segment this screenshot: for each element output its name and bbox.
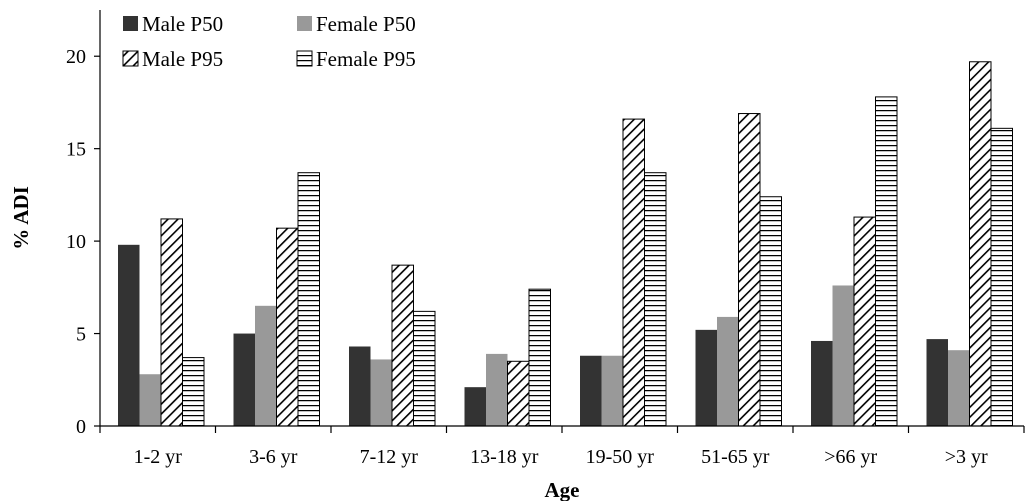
y-tick-label: 20	[66, 46, 86, 68]
bar-male-p50-0	[118, 244, 140, 426]
x-tick-label: 51-65 yr	[701, 446, 770, 468]
bar-female-p95-0	[182, 357, 205, 427]
y-tick-label: 0	[76, 416, 86, 438]
bar-female-p95-2	[413, 310, 436, 427]
y-tick-label: 15	[66, 139, 86, 161]
x-tick-label: 1-2 yr	[134, 446, 183, 468]
bar-male-p50-7	[926, 339, 948, 426]
bar-female-p50-6	[832, 285, 854, 426]
legend-swatch-male-p50	[123, 16, 138, 31]
bar-male-p95-5	[738, 113, 761, 427]
bar-female-p50-1	[255, 305, 277, 426]
x-tick-label: >66 yr	[824, 446, 877, 468]
bar-female-p50-4	[601, 355, 623, 426]
bar-male-p50-2	[349, 346, 371, 426]
y-ticks-group: 0 5 10 15 20	[66, 46, 100, 438]
bar-female-p50-0	[139, 374, 161, 426]
bar-male-p95-0	[160, 218, 183, 427]
x-tick-label: 19-50 yr	[586, 446, 655, 468]
bar-female-p50-2	[370, 359, 392, 426]
y-tick-label: 5	[76, 324, 86, 346]
legend-swatch-male-p95	[122, 50, 139, 67]
legend-label-male-p95: Male P95	[142, 47, 223, 71]
x-tick-label: >3 yr	[945, 446, 988, 468]
y-axis-title: % ADI	[9, 186, 33, 250]
x-tick-label: 7-12 yr	[360, 446, 419, 468]
bar-female-p95-4	[644, 172, 667, 427]
legend-label-female-p50: Female P50	[316, 12, 416, 36]
bar-male-p50-3	[464, 387, 486, 426]
legend-swatch-female-p95	[296, 50, 313, 67]
bar-female-p95-5	[759, 196, 782, 427]
bar-female-p95-7	[990, 127, 1013, 427]
bar-female-p95-3	[528, 288, 551, 427]
bar-female-p50-7	[948, 350, 970, 426]
legend: Male P50 Female P50 Male P95 Female P95	[122, 12, 416, 71]
bar-male-p50-1	[233, 333, 255, 426]
bar-female-p50-3	[486, 353, 508, 426]
bar-male-p95-2	[391, 264, 414, 427]
y-tick-label: 10	[66, 231, 86, 253]
bars-group	[118, 61, 1013, 427]
bar-female-p95-1	[297, 172, 320, 427]
bar-female-p95-6	[875, 96, 898, 427]
bar-male-p95-4	[622, 118, 645, 427]
bar-male-p50-6	[811, 340, 833, 426]
legend-swatch-female-p50	[297, 16, 312, 31]
bar-male-p95-6	[853, 216, 876, 427]
legend-label-male-p50: Male P50	[142, 12, 223, 36]
x-axis-title: Age	[545, 478, 580, 501]
x-tick-label: 3-6 yr	[249, 446, 298, 468]
bar-male-p95-1	[276, 227, 299, 427]
x-ticks-group: 1-2 yr 3-6 yr 7-12 yr 13-18 yr 19-50 yr 51-65…	[99, 426, 1025, 468]
bar-male-p50-5	[695, 329, 717, 426]
x-tick-label: 13-18 yr	[470, 446, 539, 468]
legend-label-female-p95: Female P95	[316, 47, 416, 71]
bar-male-p50-4	[580, 355, 602, 426]
bar-female-p50-5	[717, 316, 739, 426]
bar-male-p95-3	[507, 360, 530, 427]
bar-male-p95-7	[969, 61, 992, 427]
